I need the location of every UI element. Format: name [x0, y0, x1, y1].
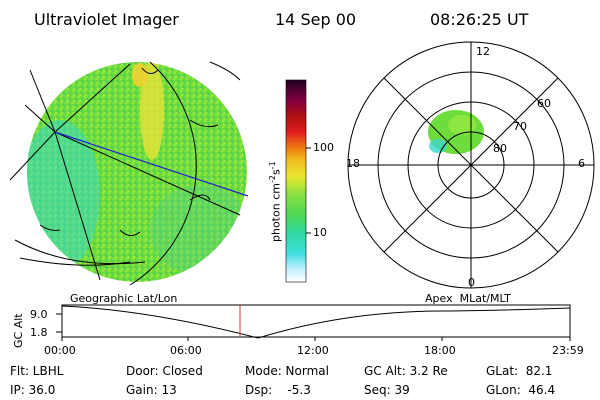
mlt-label-0: 0 [468, 276, 475, 289]
lat-label-70: 70 [513, 120, 527, 133]
status-gc-alt: GC Alt: 3.2 Re [364, 364, 448, 378]
colorbar-ticks [306, 147, 311, 234]
polar-plot [347, 41, 595, 289]
apex-mlat-mlt-label: Apex MLat/MLT [425, 292, 511, 305]
mlt-label-12: 12 [476, 45, 490, 58]
unit-sup-s: -1 [268, 161, 277, 170]
x-tick-0600: 06:00 [170, 344, 202, 357]
y-tick-1-8: 1.8 [30, 326, 48, 339]
status-glat: GLat: 82.1 [486, 364, 553, 378]
x-tick-1200: 12:00 [297, 344, 329, 357]
unit-sup-cm: -2 [268, 175, 277, 184]
satellite-track [54, 131, 249, 197]
date-label: 14 Sep 00 [275, 10, 357, 29]
geo-lat-lon-label: Geographic Lat/Lon [70, 292, 178, 305]
status-mode: Mode: Normal [245, 364, 329, 378]
instrument-title: Ultraviolet Imager [34, 10, 179, 29]
mlt-label-6: 6 [578, 157, 585, 170]
colorbar-tick-100: 100 [313, 141, 334, 154]
colorbar [285, 79, 307, 283]
status-glon: GLon: 46.4 [486, 383, 556, 397]
lat-label-60: 60 [537, 97, 551, 110]
status-gain: Gain: 13 [126, 383, 177, 397]
uv-globe-image [27, 62, 247, 282]
status-door: Door: Closed [126, 364, 203, 378]
colorbar-tick-10: 10 [313, 226, 327, 239]
gc-alt-axis-title: GC Alt [12, 313, 25, 348]
status-flt: Flt: LBHL [10, 364, 64, 378]
x-tick-0000: 00:00 [44, 344, 76, 357]
status-dsp: Dsp: -5.3 [245, 383, 311, 397]
mlt-label-18: 18 [346, 157, 360, 170]
status-seq: Seq: 39 [364, 383, 410, 397]
unit-photon-cm: photon cm [269, 183, 283, 242]
y-tick-9: 9.0 [30, 308, 48, 321]
lat-label-80: 80 [493, 142, 507, 155]
timeline-plot [56, 304, 571, 341]
status-ip: IP: 36.0 [10, 383, 56, 397]
colorbar-unit-label: photon cm-2s-1 [268, 161, 283, 242]
unit-s: s [269, 169, 283, 176]
x-tick-1800: 18:00 [424, 344, 456, 357]
time-label: 08:26:25 UT [430, 10, 529, 29]
x-tick-2359: 23:59 [552, 344, 584, 357]
